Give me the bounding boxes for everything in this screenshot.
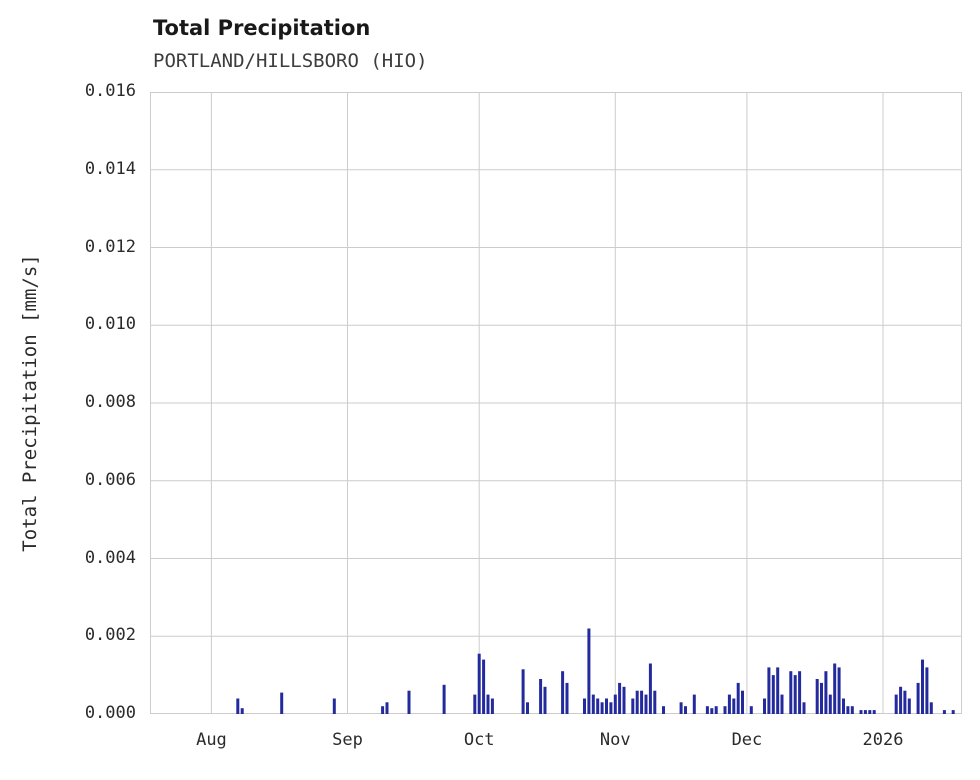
- y-tick-label: 0.002: [84, 625, 136, 646]
- x-tick-label: Dec: [731, 730, 763, 750]
- x-tick-label: Aug: [196, 730, 227, 750]
- plot-area: [150, 92, 962, 714]
- y-tick-label: 0.004: [84, 547, 136, 568]
- y-tick-label: 0.012: [84, 236, 136, 257]
- x-tick-label: 2026: [862, 730, 904, 750]
- chart-title: Total Precipitation: [153, 16, 371, 40]
- x-tick-label: Sep: [332, 730, 363, 750]
- chart-subtitle: PORTLAND/HILLSBORO (HIO): [153, 50, 428, 72]
- y-tick-label: 0.014: [84, 158, 136, 179]
- y-tick-label: 0.010: [84, 314, 136, 335]
- x-tick-label: Oct: [463, 730, 495, 750]
- x-tick-label: Nov: [599, 730, 631, 750]
- y-tick-label: 0.006: [84, 469, 136, 490]
- y-tick-label: 0.000: [84, 703, 136, 723]
- y-tick-label: 0.008: [84, 392, 136, 412]
- y-tick-label: 0.016: [84, 81, 136, 101]
